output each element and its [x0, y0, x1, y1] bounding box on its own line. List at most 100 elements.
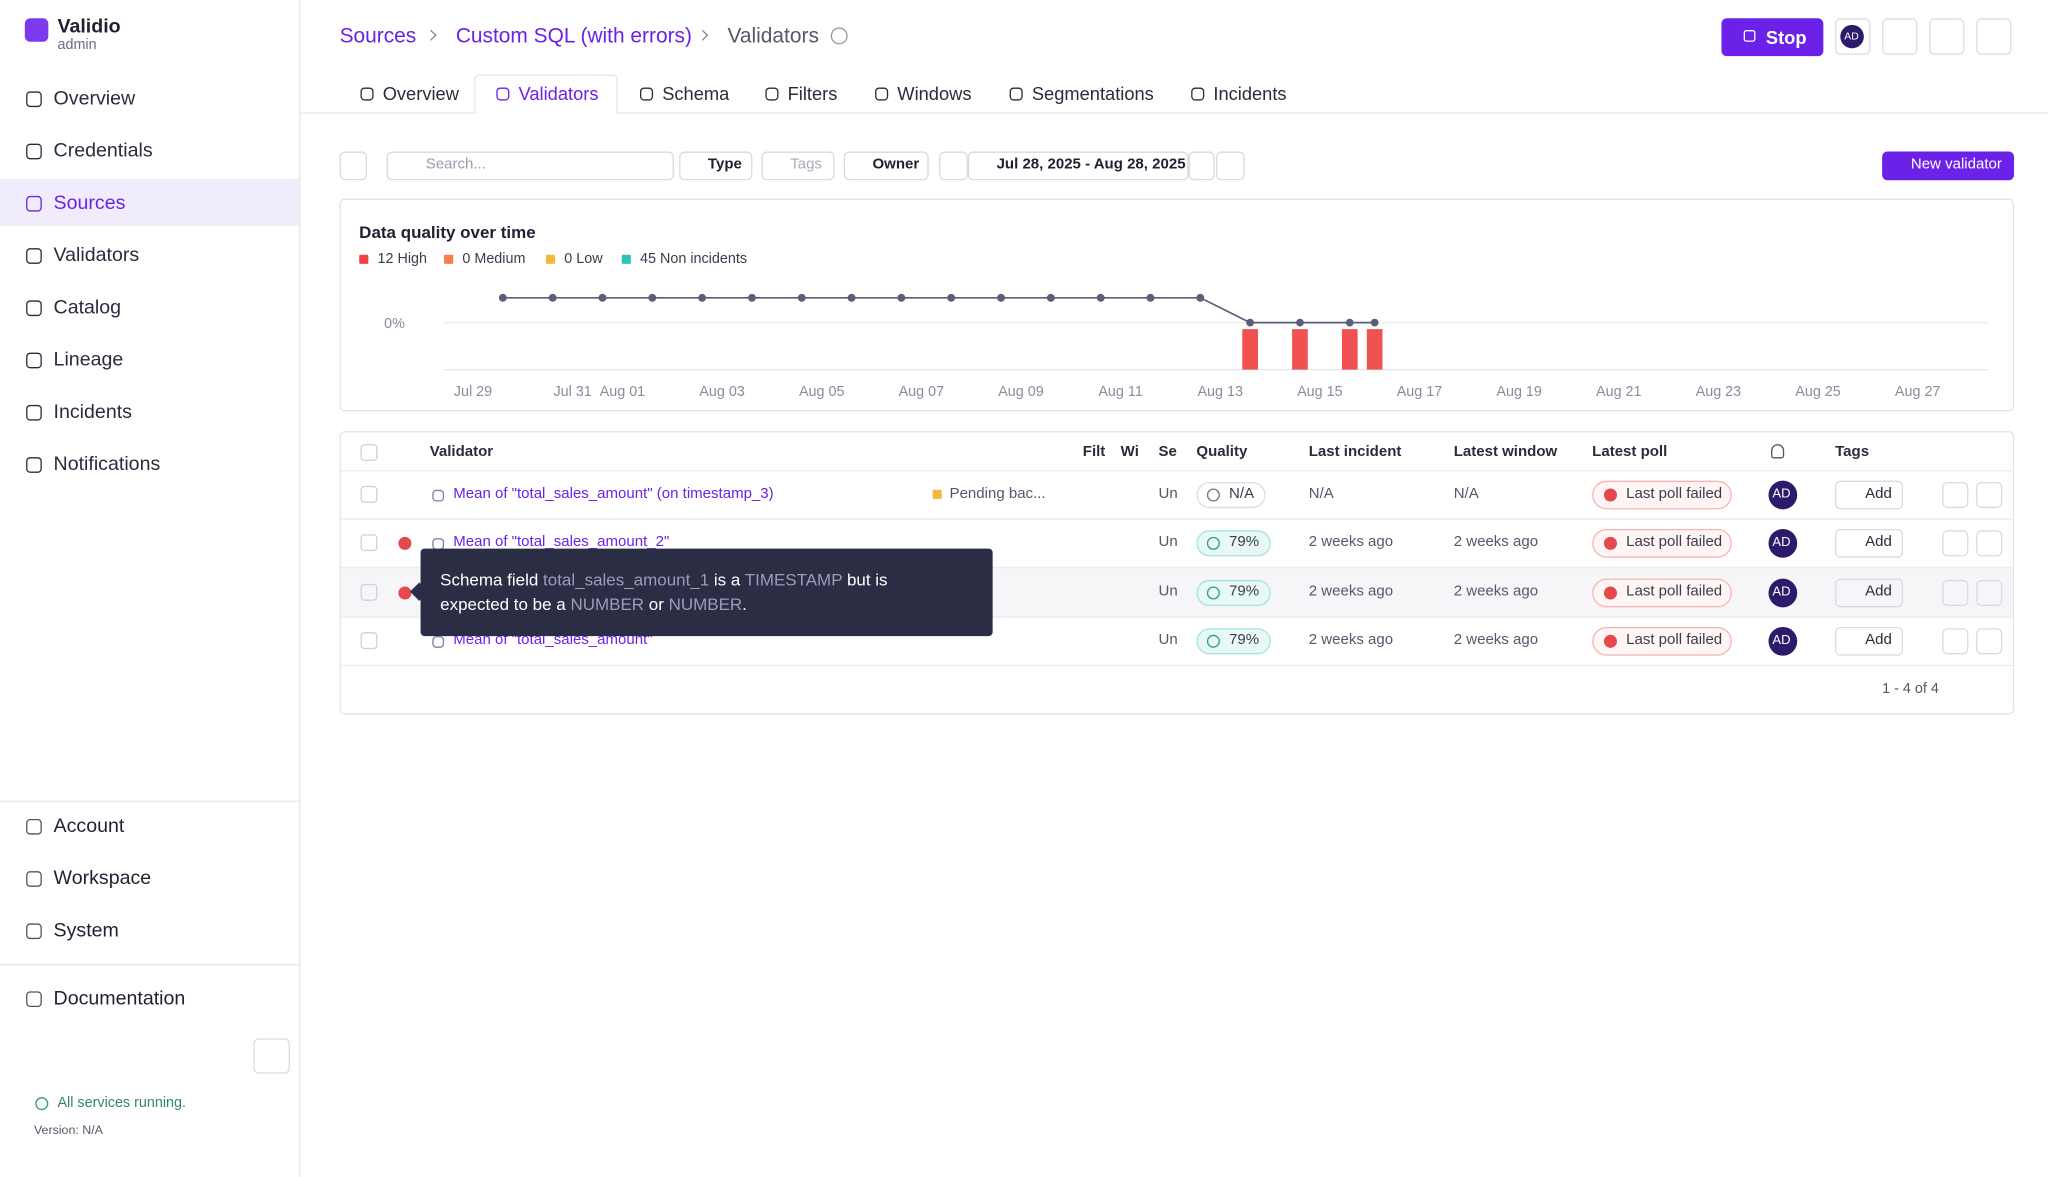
- chart-title: Data quality over time: [359, 222, 536, 242]
- menu-button[interactable]: [1976, 628, 2003, 655]
- tag-add[interactable]: Add: [1865, 583, 1892, 600]
- new-button[interactable]: [1882, 151, 2015, 181]
- toolbar-button[interactable]: [339, 151, 368, 181]
- help-icon: [830, 27, 848, 45]
- row-border: [340, 665, 2013, 667]
- menu-button[interactable]: [1976, 481, 2003, 509]
- filter-owner[interactable]: Owner: [872, 156, 920, 173]
- status-text: All services running.: [57, 1095, 187, 1111]
- latest-window: 2 weeks ago: [1453, 534, 1539, 551]
- toolbar-button[interactable]: [967, 151, 1189, 181]
- column-header[interactable]: Last incident: [1308, 444, 1402, 460]
- filter-type[interactable]: Type: [707, 156, 742, 173]
- tag-add[interactable]: Add: [1865, 632, 1892, 649]
- menu-button[interactable]: [1976, 579, 2003, 606]
- quality-icon: [1206, 537, 1220, 551]
- column-header[interactable]: Tags: [1835, 444, 1870, 460]
- x-tick-label: Jul 29: [454, 384, 492, 400]
- stop-label[interactable]: Stop: [1765, 26, 1807, 48]
- tab[interactable]: Overview: [382, 83, 459, 104]
- nav-item[interactable]: Incidents: [53, 400, 132, 424]
- header-button[interactable]: [1976, 18, 2012, 55]
- tag-button[interactable]: [1835, 578, 1904, 608]
- avatar-button[interactable]: [1835, 18, 1871, 55]
- tooltip-text: but is: [842, 569, 888, 590]
- nav-item[interactable]: Notifications: [53, 453, 161, 476]
- row-checkbox[interactable]: [360, 632, 378, 650]
- stop-button[interactable]: [1721, 18, 1824, 57]
- line-point: [847, 293, 856, 302]
- tab[interactable]: Validators: [518, 83, 599, 104]
- x-tick-label: Aug 09: [998, 384, 1044, 400]
- row-checkbox[interactable]: [360, 485, 378, 503]
- bell-button[interactable]: [1942, 579, 1969, 606]
- toolbar-button[interactable]: [679, 151, 753, 181]
- date-range[interactable]: Jul 28, 2025 - Aug 28, 2025: [996, 156, 1186, 173]
- toolbar-button[interactable]: [1215, 151, 1245, 181]
- line-point: [947, 293, 956, 302]
- nav-item[interactable]: System: [53, 919, 119, 942]
- tab[interactable]: Windows: [897, 83, 972, 104]
- nav-item[interactable]: Workspace: [53, 867, 152, 890]
- last-incident: 2 weeks ago: [1308, 534, 1394, 551]
- nav-item[interactable]: Sources: [53, 191, 126, 215]
- validator-name[interactable]: Mean of "total_sales_amount_2": [453, 534, 670, 551]
- column-header[interactable]: Latest window: [1453, 444, 1558, 460]
- breadcrumb[interactable]: Custom SQL (with errors): [455, 25, 692, 48]
- quality-icon: [1206, 586, 1220, 600]
- divider: [0, 963, 300, 966]
- status-icon: [35, 1097, 49, 1111]
- row-checkbox[interactable]: [360, 534, 378, 552]
- app-role: admin: [57, 37, 97, 53]
- segment: Un: [1158, 632, 1178, 649]
- column-header[interactable]: Quality: [1196, 444, 1248, 460]
- tag-button[interactable]: [1835, 529, 1904, 559]
- row-checkbox[interactable]: [360, 583, 378, 601]
- breadcrumb[interactable]: Sources: [339, 25, 417, 48]
- nav-item[interactable]: Lineage: [53, 348, 124, 371]
- column-header[interactable]: Wi: [1120, 444, 1139, 460]
- collapse-button[interactable]: [253, 1038, 290, 1074]
- nav-item[interactable]: Catalog: [53, 296, 122, 319]
- filter-tags[interactable]: Tags: [790, 156, 822, 173]
- header-button[interactable]: [1929, 18, 1965, 55]
- tab[interactable]: Schema: [662, 83, 730, 104]
- tooltip-line: Schema field total_sales_amount_1 is a T…: [440, 570, 887, 590]
- nav-item[interactable]: Account: [53, 815, 125, 838]
- toolbar-button[interactable]: [843, 151, 929, 181]
- icon: [496, 87, 510, 101]
- validator-name[interactable]: Mean of "total_sales_amount": [453, 632, 653, 649]
- menu-button[interactable]: [1976, 530, 2003, 557]
- tag-button[interactable]: [1835, 627, 1904, 656]
- tab[interactable]: Incidents: [1213, 83, 1287, 104]
- column-header[interactable]: Filt: [1082, 444, 1106, 460]
- app-name[interactable]: Validio: [57, 15, 121, 38]
- avatar: [1840, 24, 1864, 49]
- owner-avatar: [1768, 480, 1798, 510]
- tab[interactable]: Filters: [787, 83, 838, 104]
- bell-button[interactable]: [1942, 481, 1969, 509]
- search-placeholder[interactable]: Search...: [425, 156, 486, 173]
- column-header[interactable]: Validator: [429, 444, 494, 460]
- toolbar-button[interactable]: [1188, 151, 1215, 181]
- header-button[interactable]: [1882, 18, 1918, 55]
- new-validator-label[interactable]: New validator: [1910, 156, 2002, 173]
- toolbar-button[interactable]: [386, 151, 674, 181]
- tag-add[interactable]: Add: [1865, 534, 1892, 551]
- toolbar-button[interactable]: [761, 151, 835, 181]
- tag-button[interactable]: [1835, 480, 1904, 510]
- column-header[interactable]: Latest poll: [1592, 444, 1668, 460]
- toolbar-button[interactable]: [939, 151, 968, 181]
- nav-item[interactable]: Credentials: [53, 139, 153, 162]
- tag-add[interactable]: Add: [1865, 486, 1892, 502]
- nav-item[interactable]: Documentation: [53, 987, 186, 1010]
- nav-item[interactable]: Overview: [53, 87, 136, 110]
- nav-item[interactable]: Validators: [53, 244, 140, 267]
- bell-button[interactable]: [1942, 628, 1969, 655]
- column-header[interactable]: Se: [1158, 444, 1177, 460]
- bell-button[interactable]: [1942, 530, 1969, 557]
- validator-name[interactable]: Mean of "total_sales_amount" (on timesta…: [453, 486, 774, 502]
- header-checkbox[interactable]: [360, 444, 378, 462]
- line-point: [548, 293, 557, 302]
- tab[interactable]: Segmentations: [1031, 83, 1154, 104]
